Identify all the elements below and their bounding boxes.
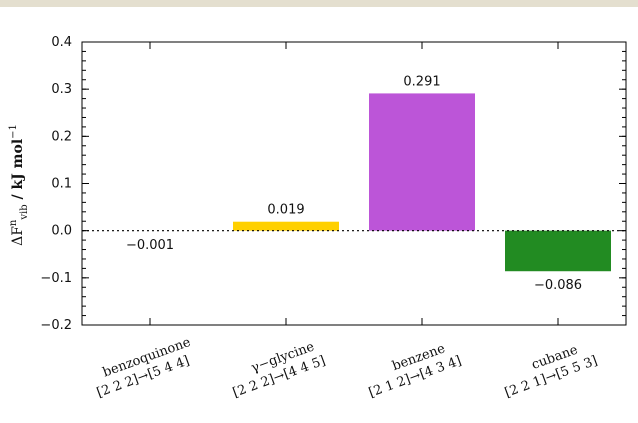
category-label-2: benzene[2 1 2]→[4 3 4] bbox=[367, 341, 464, 401]
bar-1 bbox=[233, 221, 339, 231]
bar-3 bbox=[505, 230, 611, 272]
x-axis-labels: benzoquinone[2 2 2]→[5 4 4] γ−glycine[2 2… bbox=[95, 335, 600, 401]
y-tick-label: −0.1 bbox=[40, 271, 72, 286]
value-label-0: −0.001 bbox=[126, 238, 174, 253]
y-axis-title: ΔFnvib / kJ mol−1 bbox=[8, 124, 30, 246]
y-tick-label: 0.2 bbox=[51, 129, 72, 144]
ylabel-superscript: n bbox=[8, 219, 19, 226]
y-axis-label: ΔFnvib / kJ mol−1 bbox=[8, 124, 30, 246]
bar-2 bbox=[369, 93, 475, 231]
y-axis-ticks: −0.2 −0.1 0.0 0.1 0.2 0.3 0.4 bbox=[40, 35, 626, 333]
ylabel-subscript: vib bbox=[19, 204, 30, 220]
y-tick-label: 0.1 bbox=[51, 177, 72, 192]
ylabel-unit-superscript: −1 bbox=[8, 124, 19, 139]
top-band bbox=[0, 0, 638, 7]
value-labels: −0.001 0.019 0.291 −0.086 bbox=[126, 74, 582, 293]
category-label-3: cubane[2 2 1]→[5 5 3] bbox=[503, 342, 600, 400]
y-tick-label: 0.4 bbox=[51, 35, 72, 50]
category-label-0: benzoquinone[2 2 2]→[5 4 4] bbox=[95, 335, 193, 401]
category-label-1: γ−glycine[2 2 2]→[4 4 5] bbox=[231, 339, 328, 401]
ylabel-symbol: ΔF bbox=[10, 226, 26, 246]
y-tick-label: 0.0 bbox=[51, 224, 72, 239]
value-label-1: 0.019 bbox=[267, 203, 304, 218]
bar-0 bbox=[97, 230, 203, 232]
bars bbox=[97, 42, 611, 325]
value-label-2: 0.291 bbox=[403, 74, 440, 89]
ylabel-unit: / kJ mol bbox=[10, 139, 26, 205]
y-tick-label: −0.2 bbox=[40, 318, 72, 333]
value-label-3: −0.086 bbox=[534, 278, 582, 293]
y-tick-label: 0.3 bbox=[51, 82, 72, 97]
